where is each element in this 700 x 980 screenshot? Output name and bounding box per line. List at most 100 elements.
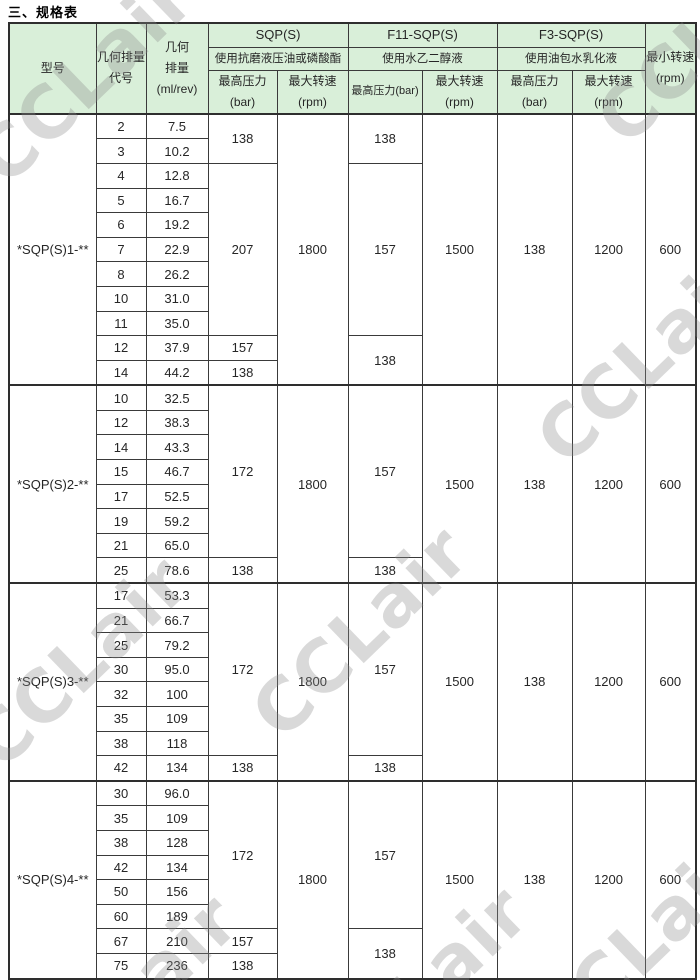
f3-pressure-cell: 138: [496, 384, 573, 584]
f11-pressure-cell: 138: [347, 755, 423, 782]
table-row: 50 156: [9, 879, 696, 905]
model-section-1: *SQP(S)1-** 2 7.5 138 1800 138 1500 138 1200 600 3…: [8, 113, 697, 386]
table-row: 12 37.9 157 138: [9, 335, 696, 386]
table-row: 32 100: [9, 681, 696, 707]
f11-pressure-cell: 157: [347, 384, 423, 559]
displacement-cell: 189: [145, 903, 209, 930]
displacement-code-cell: 14: [95, 359, 147, 386]
displacement-code-cell: 7: [95, 236, 147, 263]
table-row: 17 52.5: [9, 483, 696, 510]
table-row: 14 44.2 138: [9, 359, 696, 386]
sqp-speed-cell: 1800: [276, 582, 349, 782]
table-row: *SQP(S)1-** 2 7.5 138 1800 138 1500 138 1200 600: [8, 113, 697, 386]
displacement-code-cell: 38: [95, 829, 147, 856]
header-group-sqp: SQP(S): [207, 22, 349, 48]
displacement-cell: 53.3: [145, 582, 209, 609]
header-min-speed: 最小转速 (rpm): [644, 22, 697, 115]
table-row: 8 26.2: [9, 261, 696, 287]
table-row: *SQP(S)3-** 17 53.3 172 1800 157 1500 138 1200 60…: [8, 582, 697, 782]
displacement-cell: 66.7: [145, 607, 209, 634]
f3-speed-cell: 1200: [571, 113, 646, 386]
sqp-pressure-cell: 157: [207, 928, 278, 954]
displacement-cell: 43.3: [145, 434, 209, 461]
f11-speed-cell: 1500: [421, 113, 498, 386]
f11-pressure-cell: 157: [347, 780, 423, 930]
min-speed-cell: 600: [644, 384, 697, 584]
displacement-code-cell: 21: [95, 607, 147, 634]
displacement-cell: 46.7: [145, 459, 209, 485]
displacement-cell: 109: [145, 805, 209, 831]
sqp-speed-cell: 1800: [276, 113, 349, 386]
min-speed-cell: 600: [644, 780, 697, 980]
displacement-code-cell: 30: [95, 656, 147, 683]
sqp-speed-cell: 1800: [276, 384, 349, 584]
displacement-cell: 10.2: [145, 138, 209, 164]
displacement-cell: 37.9: [145, 335, 209, 361]
displacement-code-cell: 60: [95, 903, 147, 930]
displacement-code-cell: 75: [95, 952, 147, 980]
header-model: 型号: [8, 22, 97, 115]
displacement-cell: 210: [145, 928, 209, 954]
displacement-code-cell: 25: [95, 632, 147, 658]
displacement-cell: 59.2: [145, 508, 209, 534]
table-row: 35 109: [9, 805, 696, 831]
header-group-f3-sqp: F3-SQP(S): [496, 22, 646, 48]
displacement-code-cell: 17: [95, 483, 147, 510]
displacement-code-cell: 17: [95, 582, 147, 609]
header-sqp-max-pressure: 最高压力 (bar): [207, 69, 278, 115]
displacement-code-cell: 10: [95, 285, 147, 312]
min-speed-cell: 600: [644, 582, 697, 782]
displacement-code-cell: 5: [95, 187, 147, 214]
table-row: 10 31.0: [9, 285, 696, 312]
header-displacement: 几何 排量 (ml/rev): [145, 22, 209, 115]
model-section-3: *SQP(S)3-** 17 53.3 172 1800 157 1500 138 1200 60…: [8, 582, 697, 782]
displacement-code-cell: 35: [95, 805, 147, 831]
f3-speed-cell: 1200: [571, 582, 646, 782]
displacement-cell: 26.2: [145, 261, 209, 287]
displacement-cell: 38.3: [145, 409, 209, 436]
header-f3-max-pressure: 最高压力 (bar): [496, 69, 573, 115]
displacement-code-cell: 42: [95, 854, 147, 881]
sqp-pressure-cell: 157: [207, 335, 278, 361]
model-section-2: *SQP(S)2-** 10 32.5 172 1800 157 1500 138 1200 60…: [8, 384, 697, 584]
header-displacement-code: 几何排量 代号: [95, 22, 147, 115]
table-row: 3 10.2: [9, 138, 696, 164]
displacement-code-cell: 10: [95, 384, 147, 411]
table-row: 38 118: [9, 730, 696, 757]
displacement-cell: 52.5: [145, 483, 209, 510]
displacement-code-cell: 21: [95, 532, 147, 559]
f11-pressure-cell: 138: [347, 557, 423, 584]
displacement-code-cell: 42: [95, 755, 147, 782]
displacement-cell: 65.0: [145, 532, 209, 559]
table-header: 型号 几何排量 代号 几何 排量 (ml/rev) SQP(S) F11-SQP…: [8, 22, 697, 115]
table-row: 21 65.0: [9, 532, 696, 559]
model-cell: *SQP(S)1-**: [8, 113, 97, 386]
header-fluid-sqp: 使用抗磨液压油或磷酸酯: [207, 46, 349, 71]
displacement-cell: 44.2: [145, 359, 209, 386]
displacement-cell: 236: [145, 952, 209, 980]
displacement-cell: 134: [145, 854, 209, 881]
table-row: 19 59.2: [9, 508, 696, 534]
displacement-cell: 100: [145, 681, 209, 707]
displacement-code-cell: 15: [95, 459, 147, 485]
displacement-cell: 134: [145, 755, 209, 782]
displacement-code-cell: 8: [95, 261, 147, 287]
f3-speed-cell: 1200: [571, 384, 646, 584]
sqp-pressure-cell: 138: [207, 755, 278, 782]
table-row: 42 134 138 138: [9, 755, 696, 782]
f11-pressure-cell: 157: [347, 582, 423, 757]
displacement-cell: 31.0: [145, 285, 209, 312]
displacement-cell: 32.5: [145, 384, 209, 411]
model-cell: *SQP(S)4-**: [8, 780, 97, 980]
displacement-cell: 12.8: [145, 162, 209, 189]
displacement-code-cell: 25: [95, 557, 147, 584]
table-row: 4 12.8 207 157: [9, 162, 696, 337]
displacement-code-cell: 2: [95, 113, 147, 140]
table-row: 21 66.7: [9, 607, 696, 634]
table-row: 67 210 157 138: [9, 928, 696, 980]
displacement-code-cell: 14: [95, 434, 147, 461]
table-row: 7 22.9: [9, 236, 696, 263]
displacement-code-cell: 11: [95, 310, 147, 337]
displacement-code-cell: 3: [95, 138, 147, 164]
displacement-cell: 19.2: [145, 212, 209, 238]
